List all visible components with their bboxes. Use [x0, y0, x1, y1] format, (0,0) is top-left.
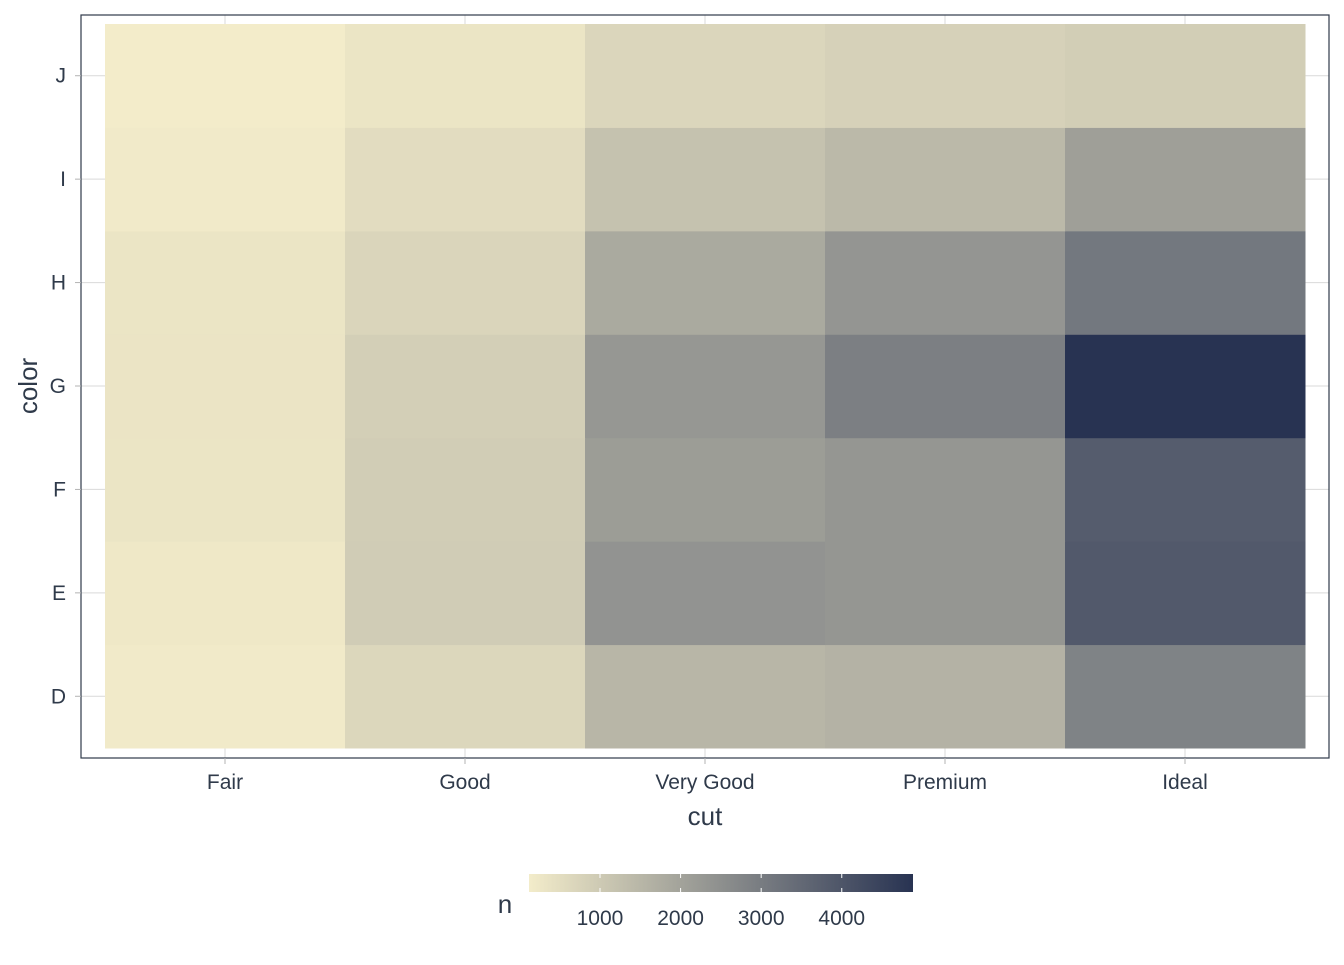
x-axis-title: cut — [688, 801, 723, 831]
heatmap-cell-fair-h — [105, 230, 346, 335]
x-tick-label: Very Good — [655, 771, 754, 794]
heatmap-cell-good-i — [345, 127, 586, 232]
heatmap-cell-good-g — [345, 334, 586, 439]
heatmap-cell-good-h — [345, 230, 586, 335]
color-legend: n 1000 2000 3000 4000 — [498, 874, 913, 930]
heatmap-cell-very-good-f — [585, 437, 826, 542]
y-tick-label: D — [51, 685, 66, 708]
legend-title: n — [498, 889, 512, 919]
legend-tick-label: 2000 — [657, 907, 704, 930]
heatmap-cell-fair-f — [105, 437, 346, 542]
heatmap-cell-good-e — [345, 541, 586, 646]
legend-tick-label: 3000 — [738, 907, 785, 930]
heatmap-cell-very-good-i — [585, 127, 826, 232]
heatmap-cell-premium-g — [825, 334, 1066, 439]
x-tick-label: Ideal — [1162, 771, 1208, 794]
heatmap-cell-premium-j — [825, 24, 1066, 128]
heatmap-cell-ideal-h — [1065, 230, 1306, 335]
y-axis-title: color — [13, 357, 43, 414]
heatmap-cell-very-good-d — [585, 644, 826, 749]
heatmap-cell-premium-f — [825, 437, 1066, 542]
heatmap-cell-fair-j — [105, 24, 346, 128]
heatmap-cell-ideal-f — [1065, 437, 1306, 542]
y-tick-label: J — [56, 65, 67, 88]
y-tick-label: I — [60, 168, 66, 191]
legend-colorbar — [529, 874, 913, 892]
heatmap-cell-premium-i — [825, 127, 1066, 232]
heatmap-cell-premium-h — [825, 230, 1066, 335]
y-axis-ticks: D E F G H I J — [50, 65, 81, 708]
legend-tick-label: 1000 — [577, 907, 624, 930]
heatmap-cell-fair-e — [105, 541, 346, 646]
y-tick-label: G — [50, 375, 66, 398]
y-tick-label: E — [52, 582, 66, 605]
heatmap-cell-very-good-g — [585, 334, 826, 439]
x-tick-label: Premium — [903, 771, 987, 794]
heatmap-cells — [105, 24, 1306, 749]
heatmap-cell-very-good-e — [585, 541, 826, 646]
heatmap-cell-good-d — [345, 644, 586, 749]
heatmap-cell-premium-e — [825, 541, 1066, 646]
x-tick-label: Fair — [207, 771, 243, 794]
heatmap-cell-ideal-i — [1065, 127, 1306, 232]
legend-tick-label: 4000 — [818, 907, 865, 930]
heatmap-cell-ideal-g — [1065, 334, 1306, 439]
heatmap-cell-very-good-h — [585, 230, 826, 335]
heatmap-cell-fair-g — [105, 334, 346, 439]
heatmap-cell-good-j — [345, 24, 586, 128]
heatmap-cell-fair-d — [105, 644, 346, 749]
heatmap-cell-ideal-j — [1065, 24, 1306, 128]
x-tick-label: Good — [439, 771, 490, 794]
legend-ticks: 1000 2000 3000 4000 — [577, 874, 865, 930]
heatmap-cell-good-f — [345, 437, 586, 542]
y-tick-label: F — [53, 478, 66, 501]
y-tick-label: H — [51, 272, 66, 295]
heatmap-cell-premium-d — [825, 644, 1066, 749]
x-axis-ticks: Fair Good Very Good Premium Ideal — [207, 758, 1208, 794]
heatmap-cell-fair-i — [105, 127, 346, 232]
heatmap-cell-ideal-e — [1065, 541, 1306, 646]
heatmap-cell-very-good-j — [585, 24, 826, 128]
heatmap-cell-ideal-d — [1065, 644, 1306, 749]
